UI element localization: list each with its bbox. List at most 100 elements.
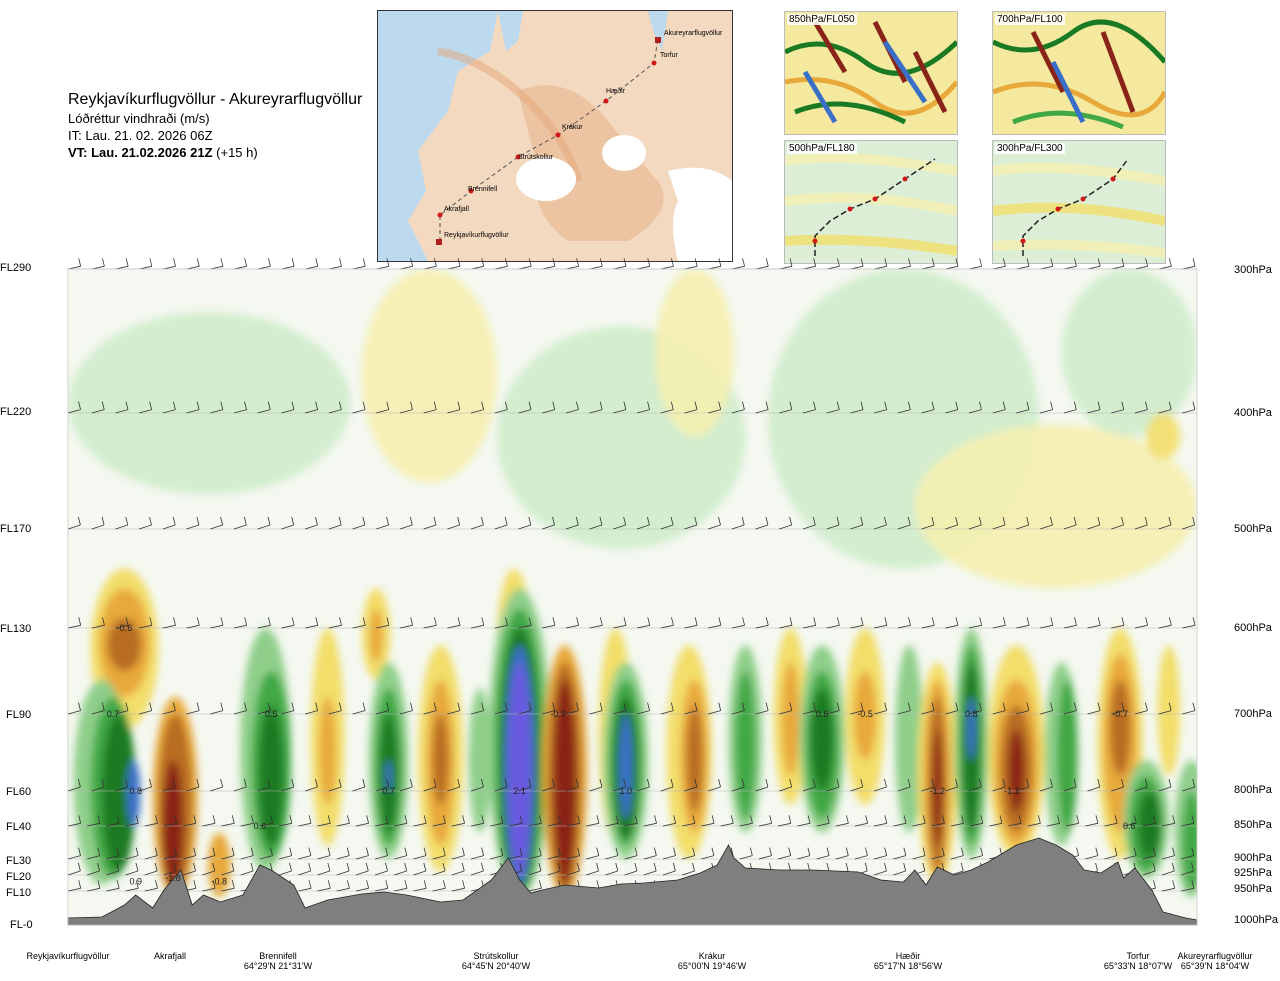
- wind-barb: [139, 258, 153, 270]
- wind-barb: [802, 702, 816, 715]
- level-map-850: 850hPa/FL050: [784, 11, 958, 135]
- wind-barb: [183, 862, 196, 876]
- wind-barb: [67, 847, 81, 860]
- wind-barb: [931, 815, 945, 827]
- wind-barb: [91, 401, 105, 414]
- wind-barb: [1111, 778, 1124, 792]
- pressure-label: 900hPa: [1234, 852, 1272, 864]
- value-label: -0.9: [550, 709, 566, 719]
- wind-barb: [1142, 862, 1156, 876]
- value-label: 0.6: [254, 821, 267, 831]
- wind-barb: [660, 401, 674, 414]
- wind-barb: [144, 815, 158, 827]
- wind-barb: [1063, 778, 1077, 792]
- wind-barb: [115, 617, 129, 629]
- wind-barb: [106, 880, 120, 892]
- pressure-label: 600hPa: [1234, 622, 1272, 634]
- wind-barb: [850, 778, 864, 792]
- wind-barb: [893, 815, 907, 827]
- wind-barb: [854, 815, 869, 827]
- wind-barb: [257, 258, 271, 270]
- wind-barb: [67, 880, 82, 892]
- wind-barb: [636, 516, 650, 530]
- wind-barb: [67, 617, 82, 629]
- wind-cell: [432, 714, 449, 805]
- wind-barb: [1111, 516, 1124, 530]
- wind-barb: [518, 258, 532, 270]
- wind-barb: [684, 258, 698, 270]
- wind-barb: [613, 702, 627, 715]
- wind-barb: [352, 617, 366, 629]
- value-label: 0.7: [382, 786, 395, 796]
- wind-barb: [423, 516, 437, 530]
- wind-barb: [1087, 702, 1101, 715]
- wind-barb: [731, 516, 745, 530]
- route-title: Reykjavíkurflugvöllur - Akureyrarflugvöl…: [68, 91, 363, 108]
- wind-barb: [221, 847, 235, 860]
- wind-barb: [210, 778, 224, 792]
- wind-barb: [1016, 516, 1030, 530]
- wind-barb: [701, 847, 715, 860]
- wind-barb: [186, 702, 200, 715]
- wind-barb: [162, 617, 176, 629]
- wind-barb: [779, 778, 793, 792]
- wind-barb: [494, 617, 508, 629]
- wind-barb: [432, 862, 446, 876]
- wind-barb: [139, 617, 153, 629]
- wind-barb: [352, 258, 366, 270]
- value-label: -1.8: [165, 873, 181, 883]
- wind-barb: [1181, 815, 1195, 827]
- wind-barb: [893, 862, 907, 876]
- wind-barb: [1182, 617, 1196, 629]
- wind-cell: [1057, 679, 1078, 833]
- wind-barb: [376, 258, 390, 270]
- wind-barb: [968, 702, 982, 715]
- wind-barb: [1123, 847, 1137, 860]
- wind-barb: [67, 862, 81, 876]
- wind-barb: [221, 880, 235, 892]
- wind-barb: [494, 258, 508, 270]
- wind-barb: [67, 258, 82, 270]
- lead-time: (+15 h): [216, 145, 258, 160]
- issue-time: IT: Lau. 21. 02. 2026 06Z: [68, 128, 213, 143]
- wind-barb: [565, 401, 579, 414]
- wind-barb: [399, 702, 413, 715]
- wind-barb: [547, 815, 561, 827]
- wind-cell: [508, 662, 531, 879]
- wind-barb: [613, 617, 627, 629]
- wind-barb: [257, 516, 271, 530]
- wind-barb: [202, 847, 216, 860]
- wind-barb: [163, 862, 177, 876]
- wind-barb: [257, 401, 271, 414]
- wind-cell: [735, 671, 756, 819]
- wind-cell: [894, 645, 924, 833]
- wind-barb: [317, 880, 331, 892]
- wind-barb: [1063, 702, 1077, 715]
- wind-barb: [1158, 401, 1172, 414]
- wind-barb: [305, 617, 319, 629]
- wind-barb: [432, 815, 446, 827]
- wind-barb: [470, 847, 484, 860]
- wind-barb: [802, 258, 817, 270]
- wind-barb: [802, 778, 816, 792]
- wind-barb: [423, 617, 437, 629]
- wind-barb: [547, 862, 561, 876]
- wind-barb: [912, 815, 926, 827]
- wind-barb: [91, 617, 105, 629]
- wind-barb: [202, 880, 216, 892]
- wind-field-band: [1146, 413, 1181, 460]
- wind-barb: [240, 847, 254, 860]
- wind-barb: [731, 702, 745, 715]
- wind-barb: [992, 617, 1006, 629]
- wind-barb: [835, 815, 849, 827]
- value-label: 0.7: [107, 709, 120, 719]
- wind-barb: [413, 815, 427, 827]
- wind-barb: [257, 702, 271, 715]
- wind-barb: [682, 862, 695, 876]
- wind-barb: [613, 778, 627, 792]
- wind-barb: [624, 815, 638, 827]
- pressure-label: 300hPa: [1234, 264, 1272, 276]
- wind-barb: [470, 258, 485, 270]
- wind-barb: [1161, 847, 1175, 860]
- wind-cell: [1182, 791, 1197, 891]
